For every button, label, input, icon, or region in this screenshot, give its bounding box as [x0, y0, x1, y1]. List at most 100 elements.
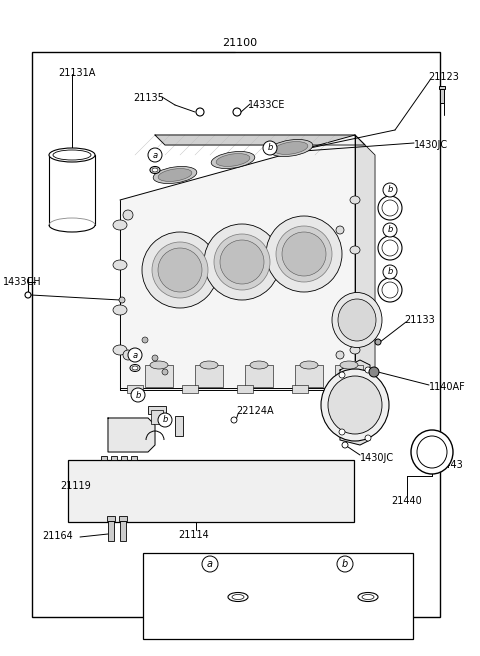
Ellipse shape [340, 361, 358, 369]
Bar [245, 365, 273, 387]
Ellipse shape [216, 154, 250, 167]
Bar [111, 456, 117, 460]
Text: 1573GF: 1573GF [149, 597, 187, 607]
Ellipse shape [269, 140, 313, 157]
Text: 21123: 21123 [428, 72, 459, 82]
Text: a: a [132, 350, 138, 359]
Text: 21314A: 21314A [284, 615, 322, 625]
Bar [237, 385, 253, 393]
Bar [127, 385, 143, 393]
Circle shape [128, 348, 142, 362]
Bar [121, 456, 127, 460]
Ellipse shape [350, 346, 360, 354]
Circle shape [152, 355, 158, 361]
Circle shape [158, 413, 172, 427]
Circle shape [382, 240, 398, 256]
Ellipse shape [250, 361, 268, 369]
Circle shape [148, 148, 162, 162]
Bar [292, 385, 308, 393]
Bar [119, 516, 127, 521]
Circle shape [204, 224, 280, 300]
Bar [101, 456, 107, 460]
Text: 1573JK: 1573JK [284, 597, 318, 607]
Circle shape [378, 236, 402, 260]
Bar [337, 385, 353, 393]
Circle shape [383, 223, 397, 237]
Ellipse shape [350, 246, 360, 254]
Circle shape [339, 372, 345, 378]
Text: 21443: 21443 [432, 460, 463, 470]
Ellipse shape [132, 366, 138, 370]
Text: a: a [153, 150, 157, 159]
Circle shape [339, 429, 345, 435]
Circle shape [369, 367, 379, 377]
Circle shape [365, 367, 371, 373]
Bar [440, 89, 444, 103]
Ellipse shape [228, 592, 248, 602]
Ellipse shape [332, 293, 382, 348]
Bar [175, 416, 183, 436]
Bar [439, 86, 445, 89]
Text: 1430JC: 1430JC [360, 453, 394, 463]
Circle shape [383, 265, 397, 279]
Text: 21114: 21114 [178, 530, 209, 540]
Circle shape [263, 141, 277, 155]
Text: 21713A: 21713A [149, 615, 187, 625]
Bar [295, 365, 323, 387]
Circle shape [382, 282, 398, 298]
Circle shape [202, 556, 218, 572]
Circle shape [378, 196, 402, 220]
Ellipse shape [338, 299, 376, 341]
Ellipse shape [153, 167, 197, 184]
Text: 21164: 21164 [42, 531, 73, 541]
Ellipse shape [411, 430, 453, 474]
Text: 21100: 21100 [222, 38, 258, 48]
Text: 22124A: 22124A [236, 406, 274, 416]
Polygon shape [355, 135, 375, 390]
Circle shape [342, 442, 348, 448]
Text: b: b [387, 186, 393, 194]
Ellipse shape [113, 260, 127, 270]
Circle shape [266, 216, 342, 292]
Ellipse shape [300, 361, 318, 369]
Circle shape [158, 248, 202, 292]
Ellipse shape [152, 168, 158, 172]
Text: 1430JC: 1430JC [414, 140, 448, 150]
Bar [182, 385, 198, 393]
Text: b: b [387, 268, 393, 276]
Ellipse shape [362, 594, 374, 600]
Circle shape [282, 232, 326, 276]
Circle shape [336, 351, 344, 359]
Polygon shape [340, 360, 370, 445]
Circle shape [337, 556, 353, 572]
Text: 21440: 21440 [391, 496, 422, 506]
Ellipse shape [200, 361, 218, 369]
Ellipse shape [350, 196, 360, 204]
Bar [68, 460, 354, 522]
Ellipse shape [321, 369, 389, 441]
Ellipse shape [113, 345, 127, 355]
Text: 21131A: 21131A [58, 68, 96, 78]
Circle shape [196, 108, 204, 116]
Bar [145, 365, 173, 387]
Ellipse shape [211, 152, 255, 169]
Text: b: b [387, 226, 393, 234]
Polygon shape [120, 135, 355, 390]
Ellipse shape [49, 148, 95, 162]
Text: 1433CH: 1433CH [3, 277, 42, 287]
Ellipse shape [113, 305, 127, 315]
Text: 1573CG: 1573CG [284, 579, 323, 589]
Circle shape [231, 417, 237, 423]
Ellipse shape [350, 296, 360, 304]
Bar [107, 516, 115, 521]
Text: b: b [162, 415, 168, 424]
Circle shape [142, 232, 218, 308]
Ellipse shape [113, 220, 127, 230]
Ellipse shape [130, 365, 140, 371]
Text: b: b [267, 144, 273, 152]
Ellipse shape [328, 376, 382, 434]
Text: a: a [207, 559, 213, 569]
Polygon shape [108, 418, 155, 452]
Bar [131, 456, 137, 460]
Bar [148, 406, 166, 414]
